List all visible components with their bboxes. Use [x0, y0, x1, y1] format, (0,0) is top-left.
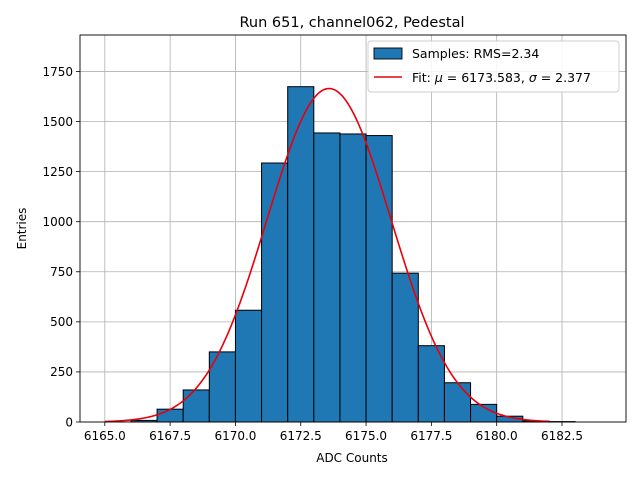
legend-box [367, 40, 620, 93]
y-tick-label: 750 [50, 265, 73, 279]
legend-samples-label: Samples: RMS=2.34 [412, 46, 539, 61]
y-tick-label: 1250 [42, 165, 73, 179]
y-axis-label: Entries [15, 208, 29, 250]
legend-sigma-symbol: σ [529, 70, 538, 85]
x-axis-ticks: 6165.0 6167.5 6170.0 6172.5 6175.0 6177.5 6180… [84, 422, 583, 443]
histogram-bar [261, 162, 289, 423]
histogram-bar [391, 272, 419, 423]
legend-mu-symbol: μ [434, 70, 443, 85]
histogram-bar [287, 86, 315, 423]
y-tick-label: 1500 [42, 115, 73, 129]
legend-fit-label: Fit: μ = 6173.583, σ = 2.377 [412, 70, 591, 85]
x-tick-label: 6165.0 [84, 429, 126, 443]
x-tick-label: 6177.5 [410, 429, 452, 443]
x-tick-label: 6167.5 [149, 429, 191, 443]
y-tick-label: 500 [50, 315, 73, 329]
legend-fit-prefix: Fit: [412, 70, 435, 85]
chart-title: Run 651, channel062, Pedestal [239, 15, 464, 31]
histogram-bar [417, 345, 445, 423]
legend-mu-value: = 6173.583, [443, 70, 529, 85]
x-axis-label: ADC Counts [316, 451, 388, 465]
y-tick-label: 1000 [42, 215, 73, 229]
histogram-bar [339, 133, 367, 423]
y-tick-label: 0 [65, 415, 73, 429]
histogram-bar [443, 382, 472, 423]
histogram-bar [313, 132, 341, 423]
y-tick-label: 1750 [42, 65, 73, 79]
fit-curve [104, 87, 549, 423]
y-tick-label: 250 [50, 365, 73, 379]
legend: Samples: RMS=2.34 Fit: μ = 6173.583, σ =… [367, 40, 620, 93]
legend-samples-patch [373, 47, 403, 60]
histogram-bar [234, 309, 263, 423]
x-tick-label: 6175.0 [345, 429, 387, 443]
x-tick-label: 6172.5 [280, 429, 322, 443]
plot-frame [79, 34, 627, 423]
histogram-bar [156, 408, 184, 423]
x-tick-label: 6182.5 [541, 429, 583, 443]
x-tick-label: 6170.0 [214, 429, 256, 443]
histogram-bar [182, 389, 210, 423]
y-axis-ticks: 0 250 500 750 1000 1250 1500 1750 [42, 65, 80, 429]
legend-sigma-value: = 2.377 [537, 70, 591, 85]
x-tick-label: 6180.0 [476, 429, 518, 443]
